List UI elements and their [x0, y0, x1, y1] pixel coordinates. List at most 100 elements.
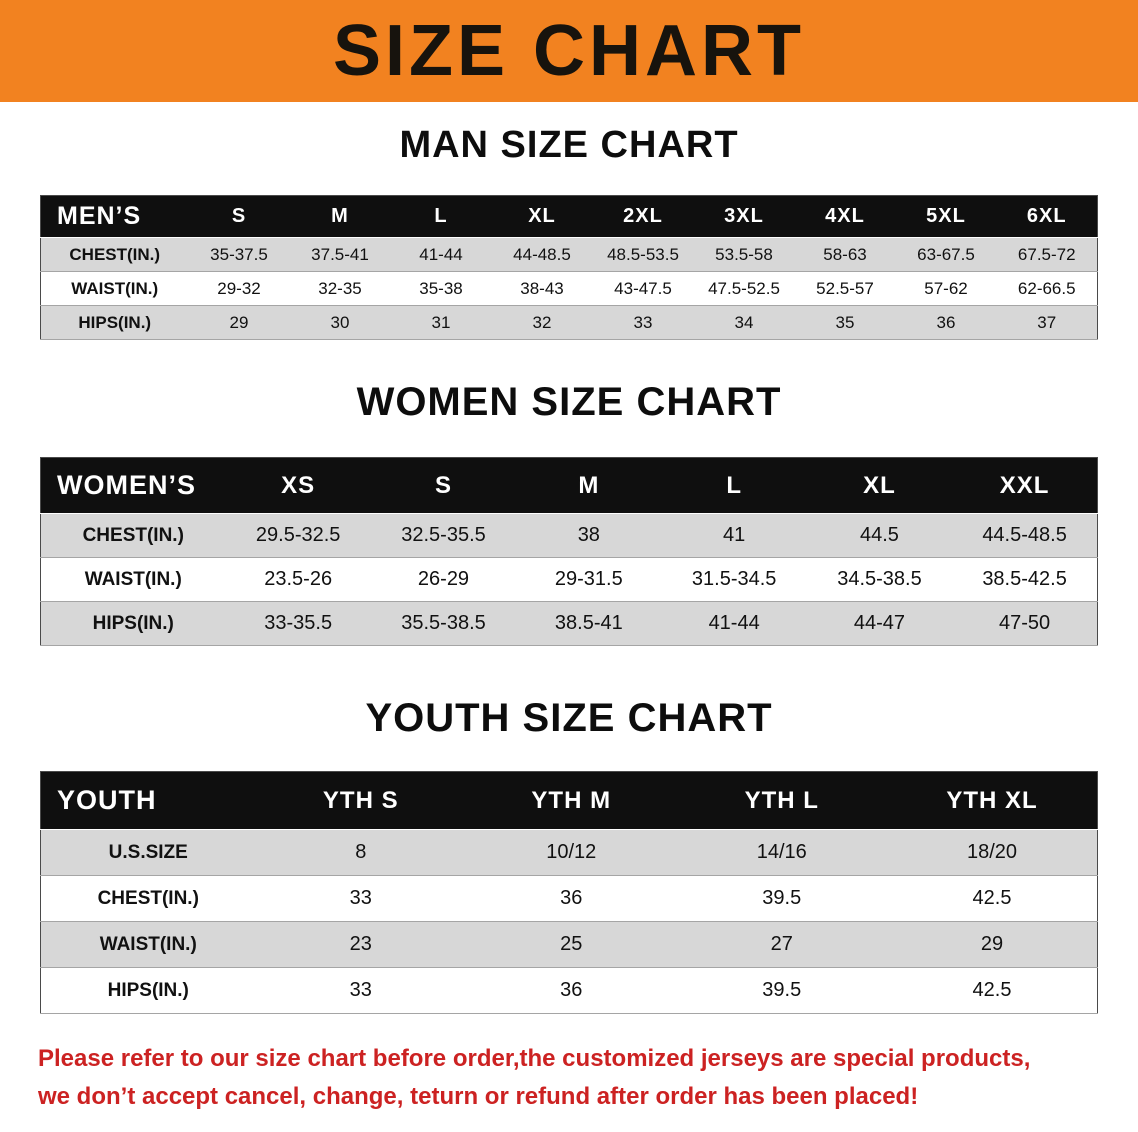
row-label-cell: HIPS(IN.) — [40, 967, 256, 1014]
size-value-cell: 38.5-41 — [516, 601, 662, 646]
size-value-cell: 39.5 — [676, 875, 887, 922]
table-corner-label: YOUTH — [40, 771, 256, 830]
man-size-table: MEN’S S M L XL 2XL 3XL 4XL 5XL 6XL CHEST(IN.) 35-37… — [40, 195, 1098, 340]
size-value-cell: 43-47.5 — [592, 271, 694, 306]
size-column-header: L — [661, 457, 807, 514]
size-value-cell: 44.5 — [806, 513, 953, 558]
size-value-cell: 23.5-26 — [225, 557, 371, 602]
size-column-header: 4XL — [794, 195, 896, 238]
size-value-cell: 44.5-48.5 — [952, 513, 1098, 558]
size-column-header: XXL — [952, 457, 1098, 514]
size-value-cell: 35.5-38.5 — [370, 601, 517, 646]
size-value-cell: 10/12 — [466, 829, 677, 876]
size-value-cell: 47-50 — [952, 601, 1098, 646]
size-value-cell: 42.5 — [887, 967, 1098, 1014]
size-value-cell: 48.5-53.5 — [592, 237, 694, 272]
size-value-cell: 32 — [491, 305, 593, 340]
table-corner-label: MEN’S — [40, 195, 189, 238]
size-value-cell: 44-47 — [806, 601, 953, 646]
size-column-header: YTH L — [676, 771, 887, 830]
women-section-title: WOMEN SIZE CHART — [356, 380, 782, 424]
man-size-section: MAN SIZE CHART MEN’S S M L XL 2XL 3XL 4XL 5XL 6XL… — [0, 124, 1138, 340]
size-column-header: M — [516, 457, 662, 514]
size-column-header: YTH M — [466, 771, 677, 830]
size-value-cell: 29-31.5 — [516, 557, 662, 602]
size-value-cell: 41 — [661, 513, 807, 558]
youth-size-section: YOUTH SIZE CHART YOUTH YTH S YTH M YTH L YTH… — [0, 696, 1138, 1014]
man-section-title: MAN SIZE CHART — [399, 124, 739, 166]
size-value-cell: 27 — [676, 921, 887, 968]
row-label-cell: HIPS(IN.) — [40, 305, 189, 340]
size-value-cell: 44-48.5 — [491, 237, 593, 272]
size-value-cell: 29 — [188, 305, 290, 340]
size-value-cell: 31 — [390, 305, 492, 340]
size-value-cell: 29 — [887, 921, 1098, 968]
size-value-cell: 37 — [996, 305, 1098, 340]
size-value-cell: 30 — [289, 305, 391, 340]
size-value-cell: 52.5-57 — [794, 271, 896, 306]
size-value-cell: 33 — [255, 967, 466, 1014]
size-value-cell: 38 — [516, 513, 662, 558]
size-column-header: 2XL — [592, 195, 694, 238]
table-row: CHEST(IN.) 29.5-32.5 32.5-35.5 38 41 44.5 44.5… — [40, 513, 1098, 558]
size-column-header: XL — [491, 195, 593, 238]
size-value-cell: 57-62 — [895, 271, 997, 306]
table-row: HIPS(IN.) 29 30 31 32 33 34 35 36 37 — [40, 305, 1098, 340]
size-value-cell: 34 — [693, 305, 795, 340]
size-value-cell: 67.5-72 — [996, 237, 1098, 272]
size-column-header: S — [188, 195, 290, 238]
size-column-header: L — [390, 195, 492, 238]
size-value-cell: 32.5-35.5 — [370, 513, 517, 558]
size-column-header: M — [289, 195, 391, 238]
size-value-cell: 41-44 — [390, 237, 492, 272]
table-header-row: YOUTH YTH S YTH M YTH L YTH XL — [40, 771, 1098, 830]
size-value-cell: 58-63 — [794, 237, 896, 272]
size-value-cell: 23 — [255, 921, 466, 968]
size-column-header: YTH S — [255, 771, 466, 830]
youth-section-title: YOUTH SIZE CHART — [365, 696, 773, 740]
size-column-header: YTH XL — [887, 771, 1098, 830]
table-corner-label: WOMEN’S — [40, 457, 226, 514]
size-column-header: 5XL — [895, 195, 997, 238]
row-label-cell: WAIST(IN.) — [40, 271, 189, 306]
size-column-header: 3XL — [693, 195, 795, 238]
size-value-cell: 36 — [466, 875, 677, 922]
size-value-cell: 37.5-41 — [289, 237, 391, 272]
row-label-cell: WAIST(IN.) — [40, 557, 226, 602]
size-value-cell: 34.5-38.5 — [806, 557, 953, 602]
size-value-cell: 29.5-32.5 — [225, 513, 371, 558]
row-label-cell: U.S.SIZE — [40, 829, 256, 876]
page-title: SIZE CHART — [333, 11, 805, 91]
size-value-cell: 62-66.5 — [996, 271, 1098, 306]
table-row: WAIST(IN.) 23 25 27 29 — [40, 921, 1098, 968]
row-label-cell: WAIST(IN.) — [40, 921, 256, 968]
table-header-row: WOMEN’S XS S M L XL XXL — [40, 457, 1098, 514]
size-value-cell: 35-37.5 — [188, 237, 290, 272]
size-value-cell: 33 — [255, 875, 466, 922]
youth-size-table: YOUTH YTH S YTH M YTH L YTH XL U.S.SIZE 8 10/12… — [40, 771, 1098, 1014]
size-value-cell: 8 — [255, 829, 466, 876]
size-value-cell: 38.5-42.5 — [952, 557, 1098, 602]
footer-line-2: we don’t accept cancel, change, teturn o… — [38, 1083, 919, 1110]
size-value-cell: 63-67.5 — [895, 237, 997, 272]
row-label-cell: CHEST(IN.) — [40, 875, 256, 922]
women-table-wrapper: WOMEN’S XS S M L XL XXL CHEST(IN.) 29.5-32.5 32.5… — [0, 457, 1138, 646]
size-value-cell: 38-43 — [491, 271, 593, 306]
footer-line-1: Please refer to our size chart before or… — [38, 1045, 1031, 1072]
size-value-cell: 35-38 — [390, 271, 492, 306]
table-row: U.S.SIZE 8 10/12 14/16 18/20 — [40, 829, 1098, 876]
size-column-header: XS — [225, 457, 371, 514]
banner: SIZE CHART — [0, 0, 1138, 102]
size-value-cell: 41-44 — [661, 601, 807, 646]
table-header-row: MEN’S S M L XL 2XL 3XL 4XL 5XL 6XL — [40, 195, 1098, 238]
size-value-cell: 18/20 — [887, 829, 1098, 876]
footer-note: Please refer to our size chart before or… — [0, 1040, 1138, 1116]
man-table-wrapper: MEN’S S M L XL 2XL 3XL 4XL 5XL 6XL CHEST(IN.) 35-37… — [0, 195, 1138, 340]
women-size-table: WOMEN’S XS S M L XL XXL CHEST(IN.) 29.5-32.5 32.5… — [40, 457, 1098, 646]
size-value-cell: 35 — [794, 305, 896, 340]
size-value-cell: 33-35.5 — [225, 601, 371, 646]
row-label-cell: CHEST(IN.) — [40, 513, 226, 558]
size-column-header: XL — [806, 457, 953, 514]
size-value-cell: 29-32 — [188, 271, 290, 306]
